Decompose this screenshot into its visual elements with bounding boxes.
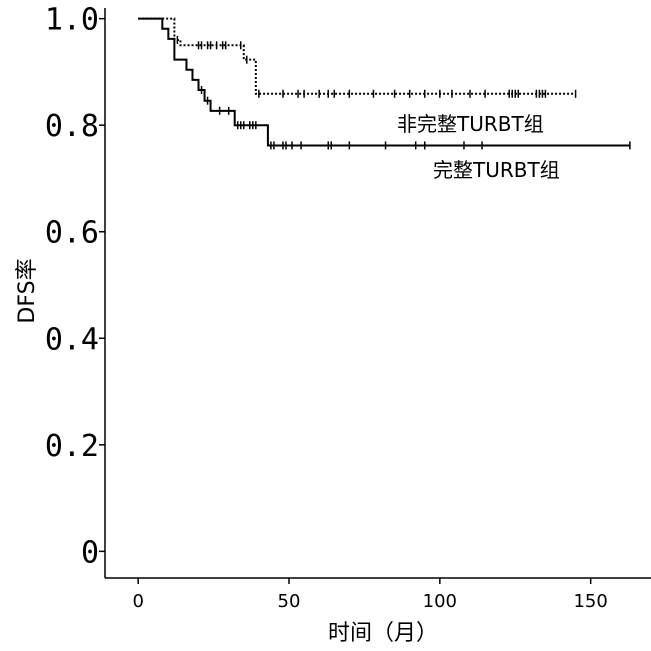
x-tick-label: 0 — [132, 591, 143, 612]
y-tick-label: 0.6 — [45, 216, 99, 251]
x-axis-title: 时间（月） — [328, 621, 438, 646]
ticks: 0 0.2 0.4 0.6 0.8 1.0 0 50 100 150 — [45, 3, 608, 612]
y-tick-label: 1.0 — [45, 3, 99, 38]
survival-curve — [138, 17, 576, 95]
series-lines — [138, 17, 631, 150]
x-tick-label: 50 — [278, 591, 301, 612]
series-labels: 非完整TURBT组 完整TURBT组 — [397, 112, 560, 182]
survival-curve — [138, 17, 630, 147]
series-1 — [138, 17, 631, 150]
axes — [104, 8, 651, 579]
y-tick-label: 0.8 — [45, 109, 99, 144]
x-tick-label: 150 — [573, 591, 607, 612]
y-tick-label: 0.4 — [45, 322, 99, 357]
series-label-complete-turbt: 完整TURBT组 — [433, 158, 560, 182]
y-tick-label: 0.2 — [45, 429, 99, 464]
x-tick-label: 100 — [423, 591, 457, 612]
series-0 — [138, 17, 577, 98]
y-tick-label: 0 — [81, 535, 99, 570]
series-label-incomplete-turbt: 非完整TURBT组 — [397, 112, 544, 136]
y-axis-title: DFS率 — [15, 258, 40, 323]
